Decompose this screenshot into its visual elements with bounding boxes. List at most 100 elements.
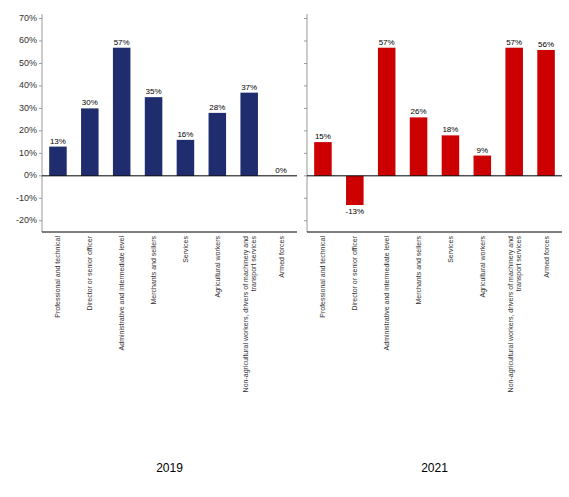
bar	[378, 48, 396, 176]
data-label: 37%	[241, 83, 257, 92]
zero-line	[307, 175, 562, 176]
data-label: 28%	[209, 103, 225, 112]
y-tick	[39, 198, 42, 199]
x-tick-label: Professional and technical	[54, 236, 61, 318]
panel: -20% -10% 0% 10% 20% 30% 40% 50% 60% 70% 13% 30% 57%…	[16, 13, 297, 475]
data-label: 57%	[379, 38, 395, 47]
y-tick	[39, 220, 42, 221]
y-tick	[304, 153, 307, 154]
bar	[209, 113, 227, 176]
x-tick-label-line: Director or senior officer	[86, 235, 93, 310]
chart-root: -20% -10% 0% 10% 20% 30% 40% 50% 60% 70% 13% 30% 57%…	[0, 0, 569, 497]
x-tick-label-line: Non-agricultural workers, drivers of mac…	[242, 236, 250, 392]
x-tick-label-line: Armed forces	[543, 236, 550, 278]
chart-svg: -20% -10% 0% 10% 20% 30% 40% 50% 60% 70% 13% 30% 57%…	[0, 0, 569, 497]
y-tick-label: 0%	[24, 170, 37, 180]
bar	[442, 135, 460, 175]
bar	[177, 140, 195, 176]
y-tick-label: -10%	[16, 193, 37, 203]
x-tick-label: Director or senior officer	[351, 235, 358, 310]
x-tick-label: Agricultural workers	[479, 236, 487, 298]
x-tick-label: Agricultural workers	[214, 236, 222, 298]
y-tick-label: -20%	[16, 215, 37, 225]
x-tick-label-line: Merchants and sellers	[415, 236, 422, 305]
bar	[505, 48, 523, 176]
y-tick	[39, 40, 42, 41]
y-tick	[304, 63, 307, 64]
bar	[113, 48, 131, 176]
data-label: 16%	[177, 130, 193, 139]
data-label: 13%	[50, 137, 66, 146]
data-label: 0%	[275, 166, 287, 175]
y-tick	[304, 175, 307, 176]
bar	[240, 93, 258, 176]
bar	[537, 50, 555, 176]
x-tick-label: Professional and technical	[319, 236, 326, 318]
bar	[49, 147, 67, 176]
x-tick-label: Administrative and intermediate level	[383, 236, 390, 351]
x-tick-label: Director or senior officer	[86, 235, 93, 310]
y-tick-label: 20%	[19, 125, 37, 135]
data-label: -13%	[345, 207, 364, 216]
data-label: 56%	[538, 40, 554, 49]
y-tick-label: 70%	[19, 13, 37, 23]
y-tick	[304, 220, 307, 221]
data-label: 57%	[114, 38, 130, 47]
data-label: 15%	[315, 132, 331, 141]
y-tick	[304, 85, 307, 86]
zero-line	[42, 175, 297, 176]
bar	[314, 142, 332, 176]
data-label: 26%	[411, 107, 427, 116]
y-tick-label: 50%	[19, 58, 37, 68]
x-tick-label-line: transport services	[250, 236, 258, 292]
y-tick	[39, 108, 42, 109]
x-tick-label: Services	[182, 236, 189, 263]
x-tick-label-line: transport services	[515, 236, 523, 292]
y-tick	[304, 108, 307, 109]
y-tick	[39, 18, 42, 19]
x-tick-label-line: Professional and technical	[319, 236, 326, 318]
data-label: 30%	[82, 98, 98, 107]
y-tick-label: 40%	[19, 80, 37, 90]
bar	[81, 108, 99, 175]
y-tick	[39, 153, 42, 154]
y-tick	[304, 198, 307, 199]
panel-title: 2019	[156, 461, 183, 475]
x-tick-label-line: Director or senior officer	[351, 235, 358, 310]
x-tick-label-line: Services	[447, 236, 454, 263]
x-tick-label-line: Administrative and intermediate level	[383, 236, 390, 351]
x-tick-label-line: Agricultural workers	[479, 236, 487, 298]
x-tick-label: Non-agricultural workers, drivers of mac…	[242, 236, 258, 393]
x-tick-label: Merchants and sellers	[415, 236, 422, 305]
y-tick	[39, 130, 42, 131]
x-tick-label: Administrative and intermediate level	[118, 236, 125, 351]
x-tick-label-line: Non-agricultural workers, drivers of mac…	[507, 236, 515, 392]
y-tick	[304, 40, 307, 41]
x-tick-label-line: Professional and technical	[54, 236, 61, 318]
bar	[145, 97, 163, 176]
x-tick-label: Services	[447, 236, 454, 263]
x-axis-line	[307, 232, 562, 233]
y-tick	[39, 63, 42, 64]
x-tick-label: Armed forces	[278, 236, 285, 278]
bar	[346, 176, 364, 205]
y-tick-label: 60%	[19, 35, 37, 45]
x-tick-label: Merchants and sellers	[150, 236, 157, 305]
data-label: 9%	[477, 146, 489, 155]
bar	[410, 117, 428, 175]
x-tick-label: Armed forces	[543, 236, 550, 278]
data-label: 57%	[506, 38, 522, 47]
x-tick-label-line: Administrative and intermediate level	[118, 236, 125, 351]
x-tick-label: Non-agricultural workers, drivers of mac…	[507, 236, 523, 393]
bar	[474, 156, 492, 176]
y-tick	[304, 130, 307, 131]
y-axis-line	[307, 14, 308, 232]
panel-title: 2021	[421, 461, 448, 475]
y-tick-label: 30%	[19, 103, 37, 113]
bars	[49, 48, 258, 176]
y-tick-label: 10%	[19, 148, 37, 158]
y-tick	[39, 175, 42, 176]
x-tick-label-line: Armed forces	[278, 236, 285, 278]
data-label: 35%	[146, 87, 162, 96]
y-tick	[39, 85, 42, 86]
